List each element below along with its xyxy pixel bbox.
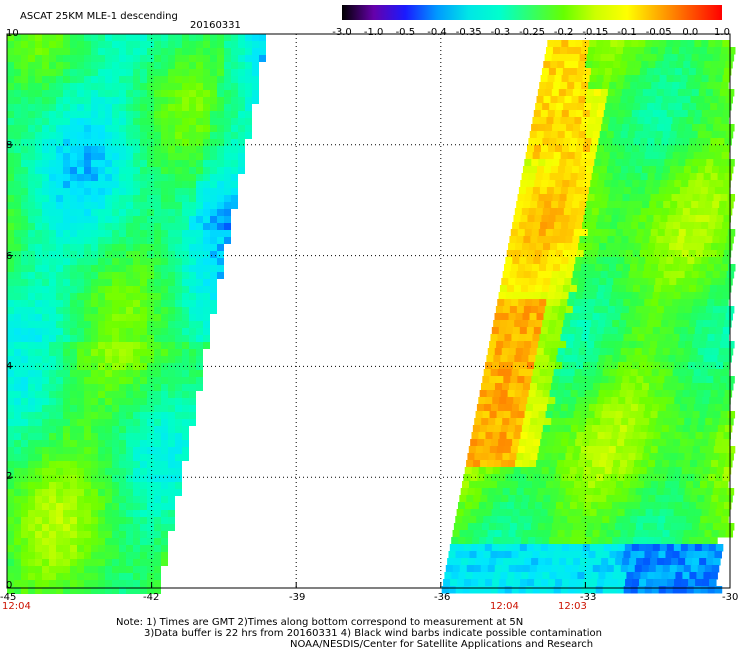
colorbar-label: -0.15 <box>582 27 608 38</box>
x-tick-label: -42 <box>143 592 160 603</box>
y-tick-label: 0 <box>6 580 13 591</box>
y-tick-label: 4 <box>6 361 13 372</box>
colorbar-label: 0.0 <box>682 27 698 38</box>
x-tick-label: -33 <box>580 592 597 603</box>
colorbar-label: -0.4 <box>427 27 447 38</box>
colorbar-label: -3.0 <box>332 27 352 38</box>
swath-cells <box>7 34 736 594</box>
x-tick-label: -30 <box>722 592 739 603</box>
colorbar-label: -1.0 <box>364 27 384 38</box>
product-title: ASCAT 25KM MLE-1 descending <box>20 11 178 22</box>
pass-time-mid-a: 12:04 <box>490 601 519 612</box>
colorbar-label: 1.0 <box>714 27 730 38</box>
colorbar-label: -0.25 <box>519 27 545 38</box>
note-line-2: 3)Data buffer is 22 hrs from 20160331 4)… <box>144 628 602 639</box>
note-line-3: NOAA/NESDIS/Center for Satellite Applica… <box>290 639 594 650</box>
note-line-1: Note: 1) Times are GMT 2)Times along bot… <box>116 617 524 628</box>
y-tick-label: 2 <box>6 471 13 482</box>
colorbar-label: -0.05 <box>646 27 672 38</box>
y-tick-label: 8 <box>6 140 13 151</box>
colorbar-label: -0.1 <box>617 27 637 38</box>
colorbar: -3.0 -1.0 -0.5 -0.4 -0.35 -0.3 -0.25 -0.2 -0.15-… <box>332 5 730 38</box>
grid-lines <box>7 34 730 588</box>
plot-frame <box>6 33 731 589</box>
axis-ticks <box>6 33 731 589</box>
y-tick-label: 6 <box>6 251 13 262</box>
pass-time-mid-b: 12:03 <box>558 601 587 612</box>
product-date: 20160331 <box>190 20 241 31</box>
colorbar-label: -0.5 <box>396 27 416 38</box>
colorbar-label: -0.2 <box>554 27 574 38</box>
colorbar-label: -0.35 <box>456 27 482 38</box>
x-tick-label: -36 <box>434 592 451 603</box>
x-tick-label: -39 <box>289 592 306 603</box>
y-tick-label: 10 <box>6 28 19 39</box>
colorbar-gradient <box>342 5 722 20</box>
pass-time-left: 12:04 <box>2 601 31 612</box>
colorbar-label: -0.3 <box>491 27 511 38</box>
x-tick-label: -45 <box>0 592 17 603</box>
